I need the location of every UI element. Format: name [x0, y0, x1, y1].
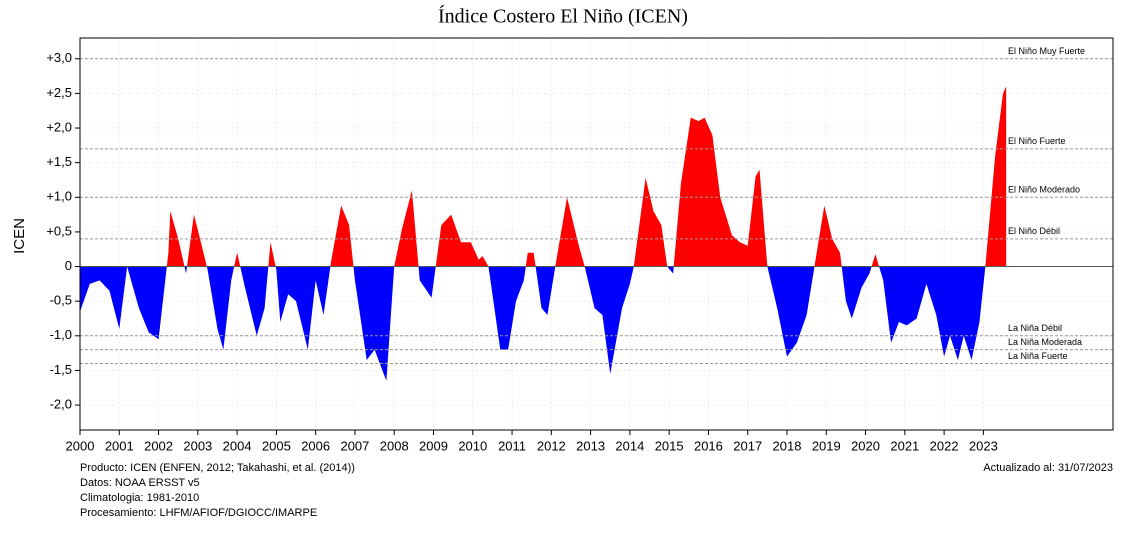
- x-tick-label: 2023: [969, 438, 998, 453]
- x-tick-label: 2020: [851, 438, 880, 453]
- x-tick-label: 2019: [812, 438, 841, 453]
- x-tick-label: 2006: [301, 438, 330, 453]
- x-tick-label: 2002: [144, 438, 173, 453]
- y-tick-label: +2,0: [46, 119, 72, 134]
- y-tick-label: -2,0: [50, 397, 72, 412]
- footer-line: Producto: ICEN (ENFEN, 2012; Takahashi, …: [80, 462, 355, 474]
- x-tick-label: 2000: [66, 438, 95, 453]
- x-tick-label: 2001: [105, 438, 134, 453]
- icen-area: [80, 86, 1007, 381]
- x-tick-label: 2009: [419, 438, 448, 453]
- footer-line: Datos: NOAA ERSST v5: [80, 477, 200, 489]
- y-tick-label: -1,0: [50, 327, 72, 342]
- x-tick-label: 2017: [733, 438, 762, 453]
- x-tick-label: 2015: [655, 438, 684, 453]
- y-tick-label: +0,5: [46, 223, 72, 238]
- x-tick-label: 2005: [262, 438, 291, 453]
- y-tick-label: -0,5: [50, 293, 72, 308]
- x-tick-label: 2007: [340, 438, 369, 453]
- x-tick-label: 2021: [890, 438, 919, 453]
- y-tick-label: +3,0: [46, 50, 72, 65]
- y-tick-label: +1,5: [46, 154, 72, 169]
- x-tick-label: 2010: [458, 438, 487, 453]
- x-tick-label: 2004: [223, 438, 252, 453]
- x-tick-label: 2018: [773, 438, 802, 453]
- y-tick-label: +2,5: [46, 85, 72, 100]
- x-tick-label: 2008: [380, 438, 409, 453]
- x-tick-label: 2014: [615, 438, 644, 453]
- x-tick-label: 2022: [930, 438, 959, 453]
- y-tick-label: -1,5: [50, 362, 72, 377]
- threshold-label: El Niño Muy Fuerte: [1008, 46, 1085, 56]
- footer-line: Climatologia: 1981-2010: [80, 492, 199, 504]
- x-tick-label: 2003: [183, 438, 212, 453]
- y-tick-label: +1,0: [46, 189, 72, 204]
- x-tick-label: 2013: [576, 438, 605, 453]
- y-axis-label: ICEN: [11, 218, 28, 254]
- footer-line: Procesamiento: LHFM/AFIOF/DGIOCC/IMARPE: [80, 507, 317, 519]
- threshold-label: La Niña Moderada: [1008, 337, 1082, 347]
- threshold-label: El Niño Fuerte: [1008, 136, 1066, 146]
- updated-note: Actualizado al: 31/07/2023: [983, 462, 1113, 474]
- threshold-label: El Niño Débil: [1008, 226, 1060, 236]
- x-tick-label: 2016: [694, 438, 723, 453]
- threshold-label: La Niña Fuerte: [1008, 351, 1068, 361]
- threshold-label: La Niña Débil: [1008, 323, 1062, 333]
- x-tick-label: 2011: [498, 438, 526, 453]
- threshold-label: El Niño Moderado: [1008, 185, 1080, 195]
- plot-frame: [79, 37, 1114, 431]
- y-tick-label: 0: [65, 258, 72, 273]
- chart-title: Índice Costero El Niño (ICEN): [438, 5, 688, 28]
- x-tick-label: 2012: [537, 438, 566, 453]
